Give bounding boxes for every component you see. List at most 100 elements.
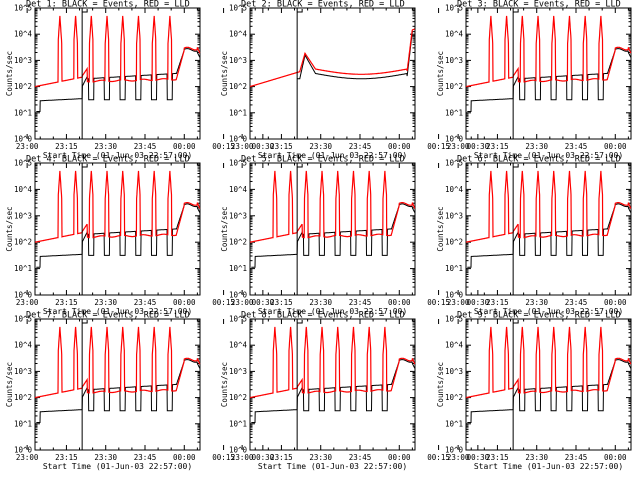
y-tick-label: 10^1 xyxy=(445,264,463,273)
series-events-line xyxy=(467,203,632,268)
y-tick-label: 10^2 xyxy=(229,82,247,91)
y-axis-title: Counts/sec xyxy=(220,51,229,96)
detector-panel: Det 9: BLACK = Events, RED = LLD 10^0 10^1… xyxy=(436,311,632,471)
x-tick-label: 00:15 xyxy=(212,453,235,462)
x-tick-label: 00:30 xyxy=(467,298,490,307)
time-marker-flag xyxy=(513,164,519,168)
y-tick-label: 10^4 xyxy=(229,185,248,194)
plot-frame xyxy=(34,7,201,140)
y-tick-label: 10^0 xyxy=(445,446,464,455)
y-tick-label: 10^0 xyxy=(14,135,33,144)
x-tick-label: 23:00 xyxy=(16,298,39,307)
time-marker-flag xyxy=(82,320,88,324)
panel-title: Det 8: BLACK = Events, RED = LLD xyxy=(241,311,405,321)
y-tick-label: 10^4 xyxy=(445,30,464,39)
x-tick-label: 23:15 xyxy=(55,298,78,307)
time-marker-flag xyxy=(513,9,519,13)
y-tick-label: 10^2 xyxy=(445,238,463,247)
x-tick-label: 00:00 xyxy=(173,298,196,307)
x-axis-title: Start Time (01-Jun-03 22:57:00) xyxy=(43,462,192,471)
y-tick-label: 10^5 xyxy=(14,315,32,324)
x-tick-label: 23:30 xyxy=(94,298,117,307)
y-tick-label: 10^1 xyxy=(14,108,32,117)
panel-title: Det 9: BLACK = Events, RED = LLD xyxy=(457,311,621,321)
x-tick-label: 23:15 xyxy=(270,298,293,307)
x-tick-label: 00:15 xyxy=(427,298,450,307)
y-tick-label: 10^1 xyxy=(14,264,32,273)
y-tick-label: 10^5 xyxy=(229,315,247,324)
y-tick-label: 10^0 xyxy=(14,291,33,300)
series-events-line xyxy=(36,203,201,268)
detector-panel: Det 5: BLACK = Events, RED = LLD 10^0 10^1… xyxy=(220,155,490,317)
detector-panel: Det 8: BLACK = Events, RED = LLD 10^0 10^1… xyxy=(220,311,490,472)
y-tick-label: 10^4 xyxy=(229,341,248,350)
x-tick-label: 23:45 xyxy=(134,453,157,462)
x-tick-label: 23:30 xyxy=(309,142,332,151)
y-tick-label: 10^2 xyxy=(14,82,32,91)
x-axis-title: Start Time (01-Jun-03 22:57:00) xyxy=(258,462,407,471)
series-events-line xyxy=(467,359,632,423)
series-lld-line xyxy=(249,326,416,399)
time-marker-flag xyxy=(297,164,303,168)
panel-title: Det 7: BLACK = Events, RED = LLD xyxy=(26,311,190,321)
y-tick-label: 10^0 xyxy=(445,135,464,144)
x-axis-title: Start Time (01-Jun-03 22:57:00) xyxy=(474,462,623,471)
x-tick-label: 23:00 xyxy=(447,142,470,151)
x-tick-label: 23:45 xyxy=(565,298,588,307)
y-tick-label: 10^5 xyxy=(14,159,32,168)
y-tick-label: 10^5 xyxy=(445,159,463,168)
x-tick-label: 23:00 xyxy=(447,298,470,307)
x-axis-title: Start Time (01-Jun-03 22:57:00) xyxy=(258,307,407,316)
x-tick-label: 23:45 xyxy=(565,142,588,151)
x-tick-label: 00:00 xyxy=(388,142,411,151)
x-tick-label: 00:15 xyxy=(427,453,450,462)
x-tick-label: 23:30 xyxy=(309,453,332,462)
plot-frame xyxy=(249,7,416,140)
y-tick-label: 10^2 xyxy=(229,238,247,247)
x-tick-label: 00:00 xyxy=(173,453,196,462)
y-tick-label: 10^0 xyxy=(14,446,33,455)
y-tick-label: 10^1 xyxy=(229,264,247,273)
y-tick-label: 10^1 xyxy=(14,419,32,428)
x-tick-label: 00:15 xyxy=(212,142,235,151)
panel-title: Det 1: BLACK = Events, RED = LLD xyxy=(26,0,190,10)
x-tick-label: 00:15 xyxy=(427,142,450,151)
detector-panel: Det 1: BLACK = Events, RED = LLD 10^0 10^1… xyxy=(5,0,275,160)
y-tick-label: 10^1 xyxy=(229,419,247,428)
x-tick-label: 23:30 xyxy=(525,142,548,151)
y-axis-title: Counts/sec xyxy=(436,51,445,96)
x-tick-label: 00:00 xyxy=(388,453,411,462)
series-lld-line xyxy=(465,15,632,88)
x-tick-label: 23:30 xyxy=(525,298,548,307)
x-tick-label: 23:15 xyxy=(270,453,293,462)
x-tick-label: 23:45 xyxy=(565,453,588,462)
x-tick-label: 23:45 xyxy=(349,453,372,462)
y-tick-label: 10^3 xyxy=(14,56,32,65)
y-axis-title: Counts/sec xyxy=(220,206,229,251)
plot-frame xyxy=(249,162,416,296)
x-tick-label: 23:45 xyxy=(134,142,157,151)
y-tick-label: 10^2 xyxy=(14,393,32,402)
x-tick-label: 00:00 xyxy=(604,142,627,151)
x-tick-label: 00:30 xyxy=(252,298,275,307)
panel-title: Det 5: BLACK = Events, RED = LLD xyxy=(241,155,405,165)
x-tick-label: 23:45 xyxy=(349,298,372,307)
panel-title: Det 2: BLACK = Events, RED = LLD xyxy=(241,0,405,10)
x-tick-label: 23:30 xyxy=(525,453,548,462)
y-tick-label: 10^3 xyxy=(445,56,463,65)
y-axis-title: Counts/sec xyxy=(436,206,445,251)
y-tick-label: 10^4 xyxy=(445,341,464,350)
x-tick-label: 23:00 xyxy=(447,453,470,462)
x-tick-label: 00:00 xyxy=(604,298,627,307)
x-tick-label: 23:15 xyxy=(486,298,509,307)
series-events-line xyxy=(297,31,415,80)
y-tick-label: 10^5 xyxy=(229,4,247,13)
y-tick-label: 10^3 xyxy=(229,56,247,65)
y-tick-label: 10^4 xyxy=(445,185,464,194)
x-tick-label: 23:00 xyxy=(16,453,39,462)
y-tick-label: 10^5 xyxy=(445,4,463,13)
panel-title: Det 3: BLACK = Events, RED = LLD xyxy=(457,0,621,10)
detector-panel: Det 4: BLACK = Events, RED = LLD 10^0 10^1… xyxy=(5,155,275,317)
x-tick-label: 00:30 xyxy=(252,142,275,151)
x-tick-label: 00:15 xyxy=(212,298,235,307)
